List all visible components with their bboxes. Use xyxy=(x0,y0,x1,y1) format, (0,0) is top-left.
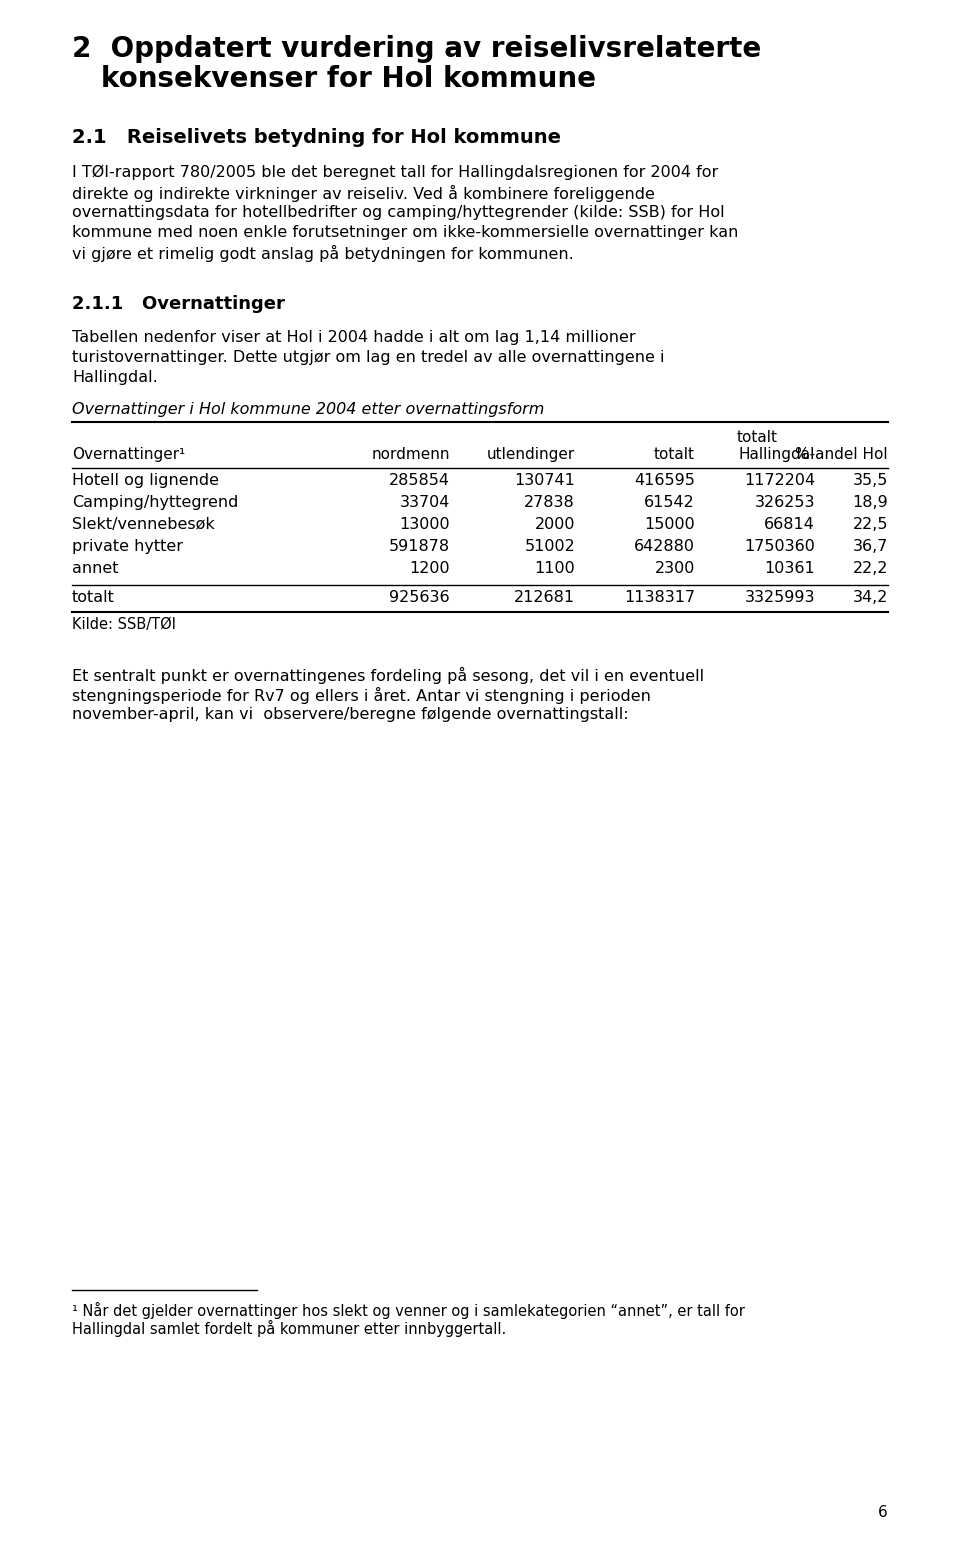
Text: totalt: totalt xyxy=(654,447,695,462)
Text: 18,9: 18,9 xyxy=(852,494,888,510)
Text: 591878: 591878 xyxy=(389,539,450,555)
Text: I TØI-rapport 780/2005 ble det beregnet tall for Hallingdalsregionen for 2004 fo: I TØI-rapport 780/2005 ble det beregnet … xyxy=(72,165,718,181)
Text: 130741: 130741 xyxy=(515,473,575,488)
Text: Overnattinger i Hol kommune 2004 etter overnattingsform: Overnattinger i Hol kommune 2004 etter o… xyxy=(72,402,544,417)
Text: vi gjøre et rimelig godt anslag på betydningen for kommunen.: vi gjøre et rimelig godt anslag på betyd… xyxy=(72,246,574,263)
Text: 1200: 1200 xyxy=(409,561,450,576)
Text: 66814: 66814 xyxy=(764,518,815,531)
Text: 416595: 416595 xyxy=(635,473,695,488)
Text: 15000: 15000 xyxy=(644,518,695,531)
Text: 13000: 13000 xyxy=(399,518,450,531)
Text: 2000: 2000 xyxy=(535,518,575,531)
Text: direkte og indirekte virkninger av reiseliv. Ved å kombinere foreliggende: direkte og indirekte virkninger av reise… xyxy=(72,185,655,202)
Text: 22,2: 22,2 xyxy=(852,561,888,576)
Text: kommune med noen enkle forutsetninger om ikke-kommersielle overnattinger kan: kommune med noen enkle forutsetninger om… xyxy=(72,226,738,239)
Text: 212681: 212681 xyxy=(514,590,575,606)
Text: overnattingsdata for hotellbedrifter og camping/hyttegrender (kilde: SSB) for Ho: overnattingsdata for hotellbedrifter og … xyxy=(72,205,725,219)
Text: utlendinger: utlendinger xyxy=(487,447,575,462)
Text: 33704: 33704 xyxy=(399,494,450,510)
Text: 326253: 326253 xyxy=(755,494,815,510)
Text: 1138317: 1138317 xyxy=(624,590,695,606)
Text: Et sentralt punkt er overnattingenes fordeling på sesong, det vil i en eventuell: Et sentralt punkt er overnattingenes for… xyxy=(72,667,704,684)
Text: 27838: 27838 xyxy=(524,494,575,510)
Text: 35,5: 35,5 xyxy=(852,473,888,488)
Text: 36,7: 36,7 xyxy=(852,539,888,555)
Text: Hallingdal samlet fordelt på kommuner etter innbyggertall.: Hallingdal samlet fordelt på kommuner et… xyxy=(72,1319,506,1336)
Text: 1750360: 1750360 xyxy=(744,539,815,555)
Text: 22,5: 22,5 xyxy=(852,518,888,531)
Text: 2  Oppdatert vurdering av reiselivsrelaterte: 2 Oppdatert vurdering av reiselivsrelate… xyxy=(72,36,761,63)
Text: Tabellen nedenfor viser at Hol i 2004 hadde i alt om lag 1,14 millioner: Tabellen nedenfor viser at Hol i 2004 ha… xyxy=(72,331,636,345)
Text: Hallingdal: Hallingdal xyxy=(738,447,815,462)
Text: 642880: 642880 xyxy=(634,539,695,555)
Text: 925636: 925636 xyxy=(390,590,450,606)
Text: Hotell og lignende: Hotell og lignende xyxy=(72,473,219,488)
Text: konsekvenser for Hol kommune: konsekvenser for Hol kommune xyxy=(72,65,596,93)
Text: %-andel Hol: %-andel Hol xyxy=(796,447,888,462)
Text: totalt: totalt xyxy=(72,590,115,606)
Text: ¹ Når det gjelder overnattinger hos slekt og venner og i samlekategorien “annet”: ¹ Når det gjelder overnattinger hos slek… xyxy=(72,1302,745,1319)
Text: 34,2: 34,2 xyxy=(852,590,888,606)
Text: Slekt/vennebesøk: Slekt/vennebesøk xyxy=(72,518,215,531)
Text: nordmenn: nordmenn xyxy=(372,447,450,462)
Text: 1100: 1100 xyxy=(535,561,575,576)
Text: 6: 6 xyxy=(878,1505,888,1520)
Text: Hallingdal.: Hallingdal. xyxy=(72,369,157,385)
Text: totalt: totalt xyxy=(736,430,778,445)
Text: 2.1   Reiselivets betydning for Hol kommune: 2.1 Reiselivets betydning for Hol kommun… xyxy=(72,128,561,147)
Text: annet: annet xyxy=(72,561,118,576)
Text: Camping/hyttegrend: Camping/hyttegrend xyxy=(72,494,238,510)
Text: 61542: 61542 xyxy=(644,494,695,510)
Text: 2.1.1   Overnattinger: 2.1.1 Overnattinger xyxy=(72,295,285,314)
Text: private hytter: private hytter xyxy=(72,539,183,555)
Text: 51002: 51002 xyxy=(524,539,575,555)
Text: 285854: 285854 xyxy=(389,473,450,488)
Text: 3325993: 3325993 xyxy=(745,590,815,606)
Text: 10361: 10361 xyxy=(764,561,815,576)
Text: Overnattinger¹: Overnattinger¹ xyxy=(72,447,185,462)
Text: 1172204: 1172204 xyxy=(744,473,815,488)
Text: 2300: 2300 xyxy=(655,561,695,576)
Text: stengningsperiode for Rv7 og ellers i året. Antar vi stengning i perioden: stengningsperiode for Rv7 og ellers i år… xyxy=(72,688,651,705)
Text: Kilde: SSB/TØI: Kilde: SSB/TØI xyxy=(72,616,176,632)
Text: turistovernattinger. Dette utgjør om lag en tredel av alle overnattingene i: turistovernattinger. Dette utgjør om lag… xyxy=(72,351,664,365)
Text: november-april, kan vi  observere/beregne følgende overnattingstall:: november-april, kan vi observere/beregne… xyxy=(72,708,629,722)
